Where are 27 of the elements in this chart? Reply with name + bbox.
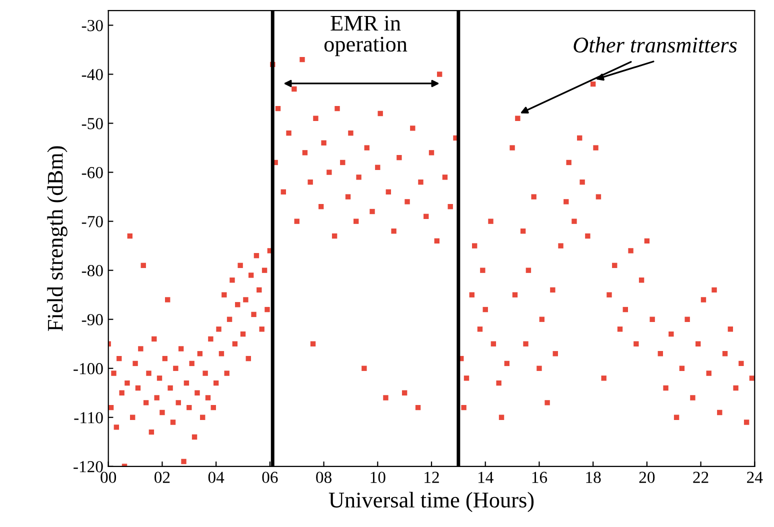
annotation: EMR in operation bbox=[324, 16, 408, 56]
x-axis-title: Universal time (Hours) bbox=[328, 492, 534, 512]
x-tick-label: 08 bbox=[316, 472, 332, 483]
y-tick-label: -60 bbox=[82, 166, 103, 178]
y-axis-title: Field strength (dBm) bbox=[47, 146, 68, 332]
x-tick-label: 04 bbox=[208, 472, 224, 483]
y-tick-label: -80 bbox=[82, 265, 103, 276]
annotation: Other transmitters bbox=[574, 36, 737, 53]
x-tick-label: 00 bbox=[100, 472, 116, 483]
x-tick-label: 12 bbox=[424, 472, 439, 483]
x-tick-label: 14 bbox=[478, 472, 494, 483]
y-tick-label: -70 bbox=[82, 216, 103, 228]
x-tick-label: 18 bbox=[586, 472, 601, 483]
y-tick-label: -100 bbox=[74, 363, 103, 374]
x-tick-label: 06 bbox=[262, 472, 278, 483]
x-tick-label: 22 bbox=[693, 472, 708, 483]
y-tick-label: -110 bbox=[74, 412, 103, 424]
x-tick-label: 16 bbox=[532, 472, 548, 483]
y-tick-label: -50 bbox=[82, 118, 103, 130]
y-tick-label: -90 bbox=[82, 314, 103, 326]
x-tick-label: 24 bbox=[747, 472, 763, 483]
x-tick-label: 10 bbox=[370, 472, 386, 483]
x-tick-label: 02 bbox=[154, 472, 170, 483]
x-tick-label: 20 bbox=[639, 472, 655, 483]
y-tick-label: -40 bbox=[82, 68, 103, 80]
y-tick-label: -30 bbox=[82, 20, 103, 32]
y-tick-label: -120 bbox=[74, 461, 103, 472]
